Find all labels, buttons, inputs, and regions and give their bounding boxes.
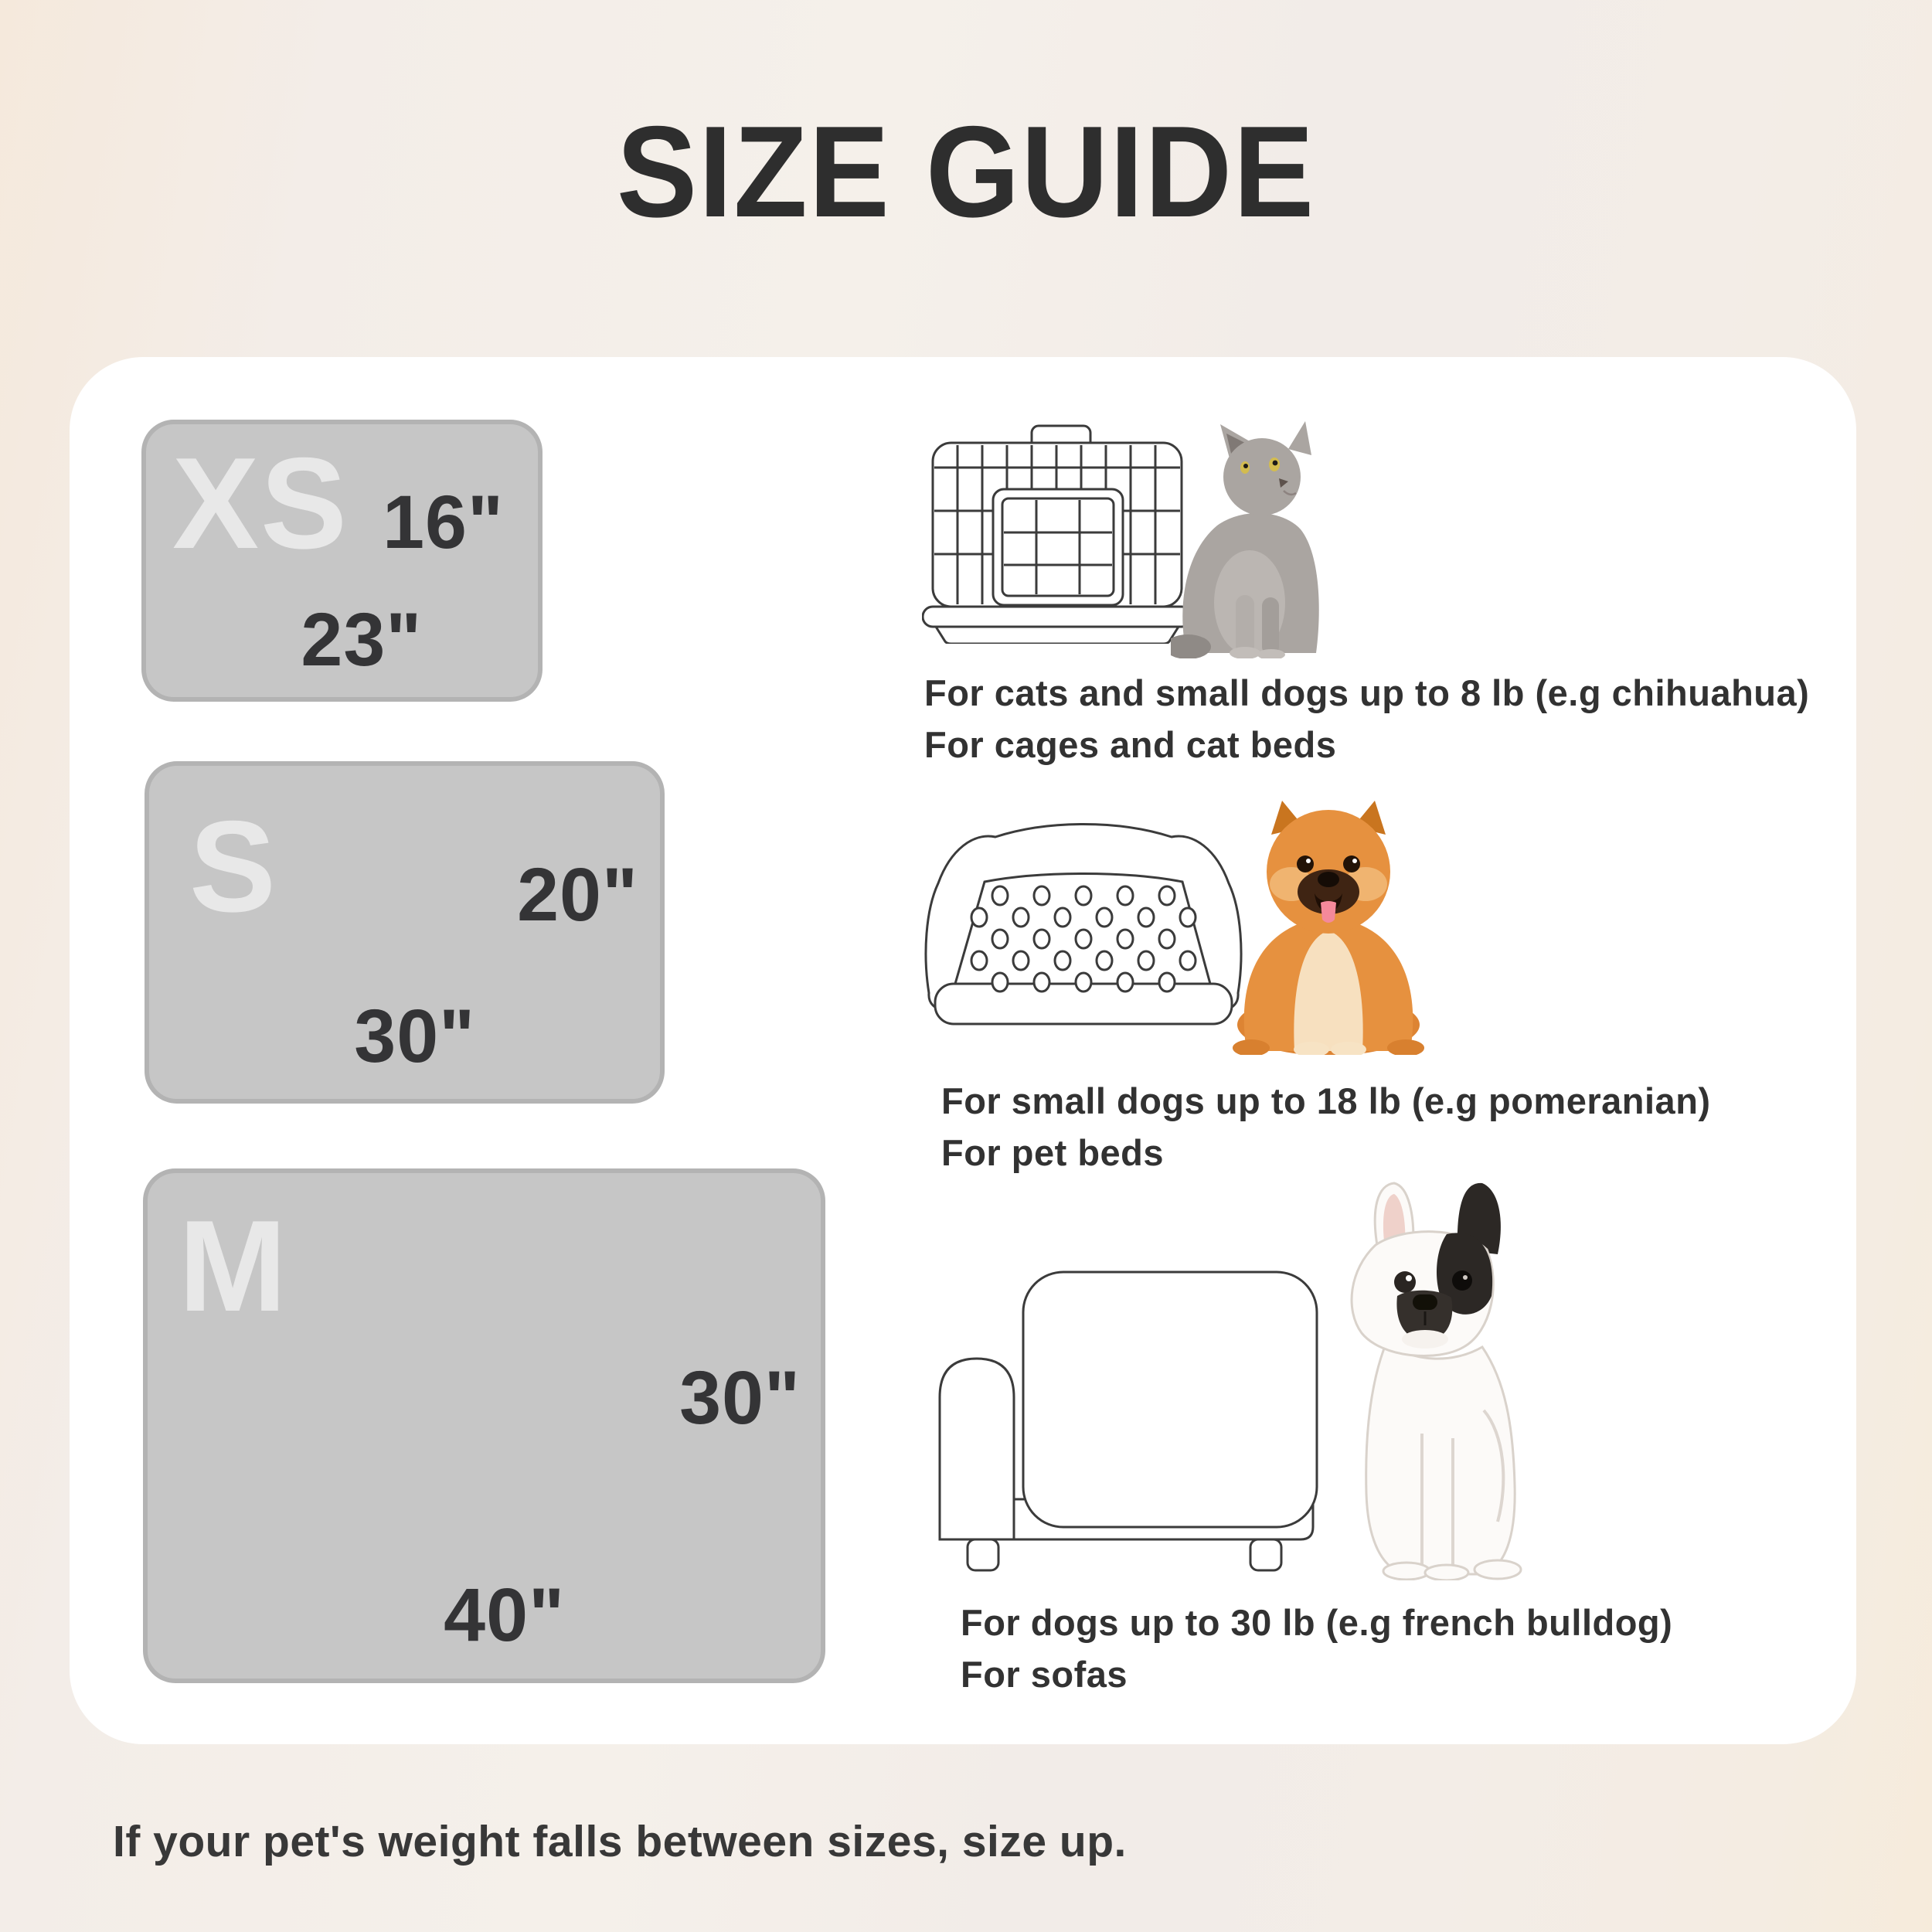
carrier-tray [934, 625, 1181, 644]
bulldog-nose [1413, 1294, 1437, 1310]
description-line-2: For cages and cat beds [924, 724, 1337, 765]
cat-nose [1279, 478, 1288, 488]
size-code-label: M [179, 1193, 288, 1338]
sofa-leg [1249, 1538, 1283, 1572]
french-bulldog-photo [1350, 1182, 1522, 1580]
pom-hind-foot [1233, 1039, 1270, 1055]
page-title: SIZE GUIDE [616, 99, 1316, 244]
bulldog-hind-paw [1473, 1559, 1522, 1580]
bulldog-paw [1382, 1561, 1431, 1580]
size-s-description: For small dogs up to 18 lb (e.g pomerani… [941, 1075, 1711, 1179]
width-dimension-label: 30" [354, 994, 476, 1078]
description-line-1: For dogs up to 30 lb (e.g french bulldog… [961, 1602, 1673, 1643]
bed-polka-dots [970, 885, 1197, 993]
cat-paw [1257, 649, 1285, 658]
pom-hind-foot [1387, 1039, 1424, 1055]
content-card: XS 16" 23" S 20" 30" M 30" 40" [70, 357, 1856, 1744]
height-dimension-label: 20" [517, 852, 638, 937]
pet-bed-icon [924, 823, 1243, 1026]
bulldog-left-eye [1394, 1271, 1416, 1293]
cat-paw [1230, 647, 1260, 658]
description-line-2: For pet beds [941, 1132, 1165, 1173]
pom-chest [1294, 930, 1363, 1051]
bulldog-front-legs [1420, 1434, 1454, 1570]
size-code-label: S [189, 794, 278, 939]
pom-eye [1343, 855, 1360, 872]
cat-right-ear [1288, 421, 1311, 455]
pom-front-paw [1331, 1042, 1366, 1055]
pom-tongue [1321, 901, 1336, 923]
sofa-leg [966, 1538, 1000, 1572]
sofa-icon [938, 1270, 1318, 1572]
cat-front-leg [1262, 597, 1279, 655]
pomeranian-photo [1233, 801, 1424, 1055]
description-line-1: For cats and small dogs up to 8 lb (e.g … [924, 672, 1810, 713]
pom-eye [1297, 855, 1314, 872]
gray-cat-photo [1171, 421, 1319, 658]
footnote: If your pet's weight falls between sizes… [113, 1817, 1127, 1866]
bulldog-haunch [1482, 1409, 1505, 1522]
pom-muzzle [1298, 869, 1359, 914]
bulldog-chin [1402, 1330, 1448, 1349]
size-code-label: XS [172, 430, 349, 576]
sofa-cushion [1022, 1270, 1318, 1529]
description-line-2: For sofas [961, 1654, 1128, 1695]
cat-mouth [1283, 490, 1297, 496]
bulldog-body [1365, 1340, 1516, 1576]
description-line-1: For small dogs up to 18 lb (e.g pomerani… [941, 1080, 1711, 1121]
carrier-door-grid [1004, 500, 1112, 594]
pet-carrier-icon [922, 424, 1192, 644]
cat-tail [1171, 634, 1211, 658]
cat-front-leg [1236, 595, 1254, 655]
height-dimension-label: 30" [679, 1355, 801, 1440]
height-dimension-label: 16" [383, 480, 504, 564]
size-m-description: For dogs up to 30 lb (e.g french bulldog… [961, 1597, 1672, 1700]
pom-front-paw [1294, 1042, 1329, 1055]
width-dimension-label: 23" [301, 597, 423, 682]
sofa-armrest [938, 1357, 1015, 1541]
size-swatch-m: M 30" 40" [143, 1168, 825, 1683]
carrier-tray-lip [922, 605, 1192, 628]
width-dimension-label: 40" [444, 1573, 566, 1657]
bulldog-right-eye [1452, 1270, 1472, 1291]
cat-head [1223, 438, 1301, 515]
bulldog-paw [1423, 1563, 1470, 1580]
size-swatch-s: S 20" 30" [145, 761, 665, 1104]
size-xs-description: For cats and small dogs up to 8 lb (e.g … [924, 667, 1809, 770]
size-swatch-xs: XS 16" 23" [141, 420, 543, 702]
pom-nose [1318, 872, 1339, 887]
